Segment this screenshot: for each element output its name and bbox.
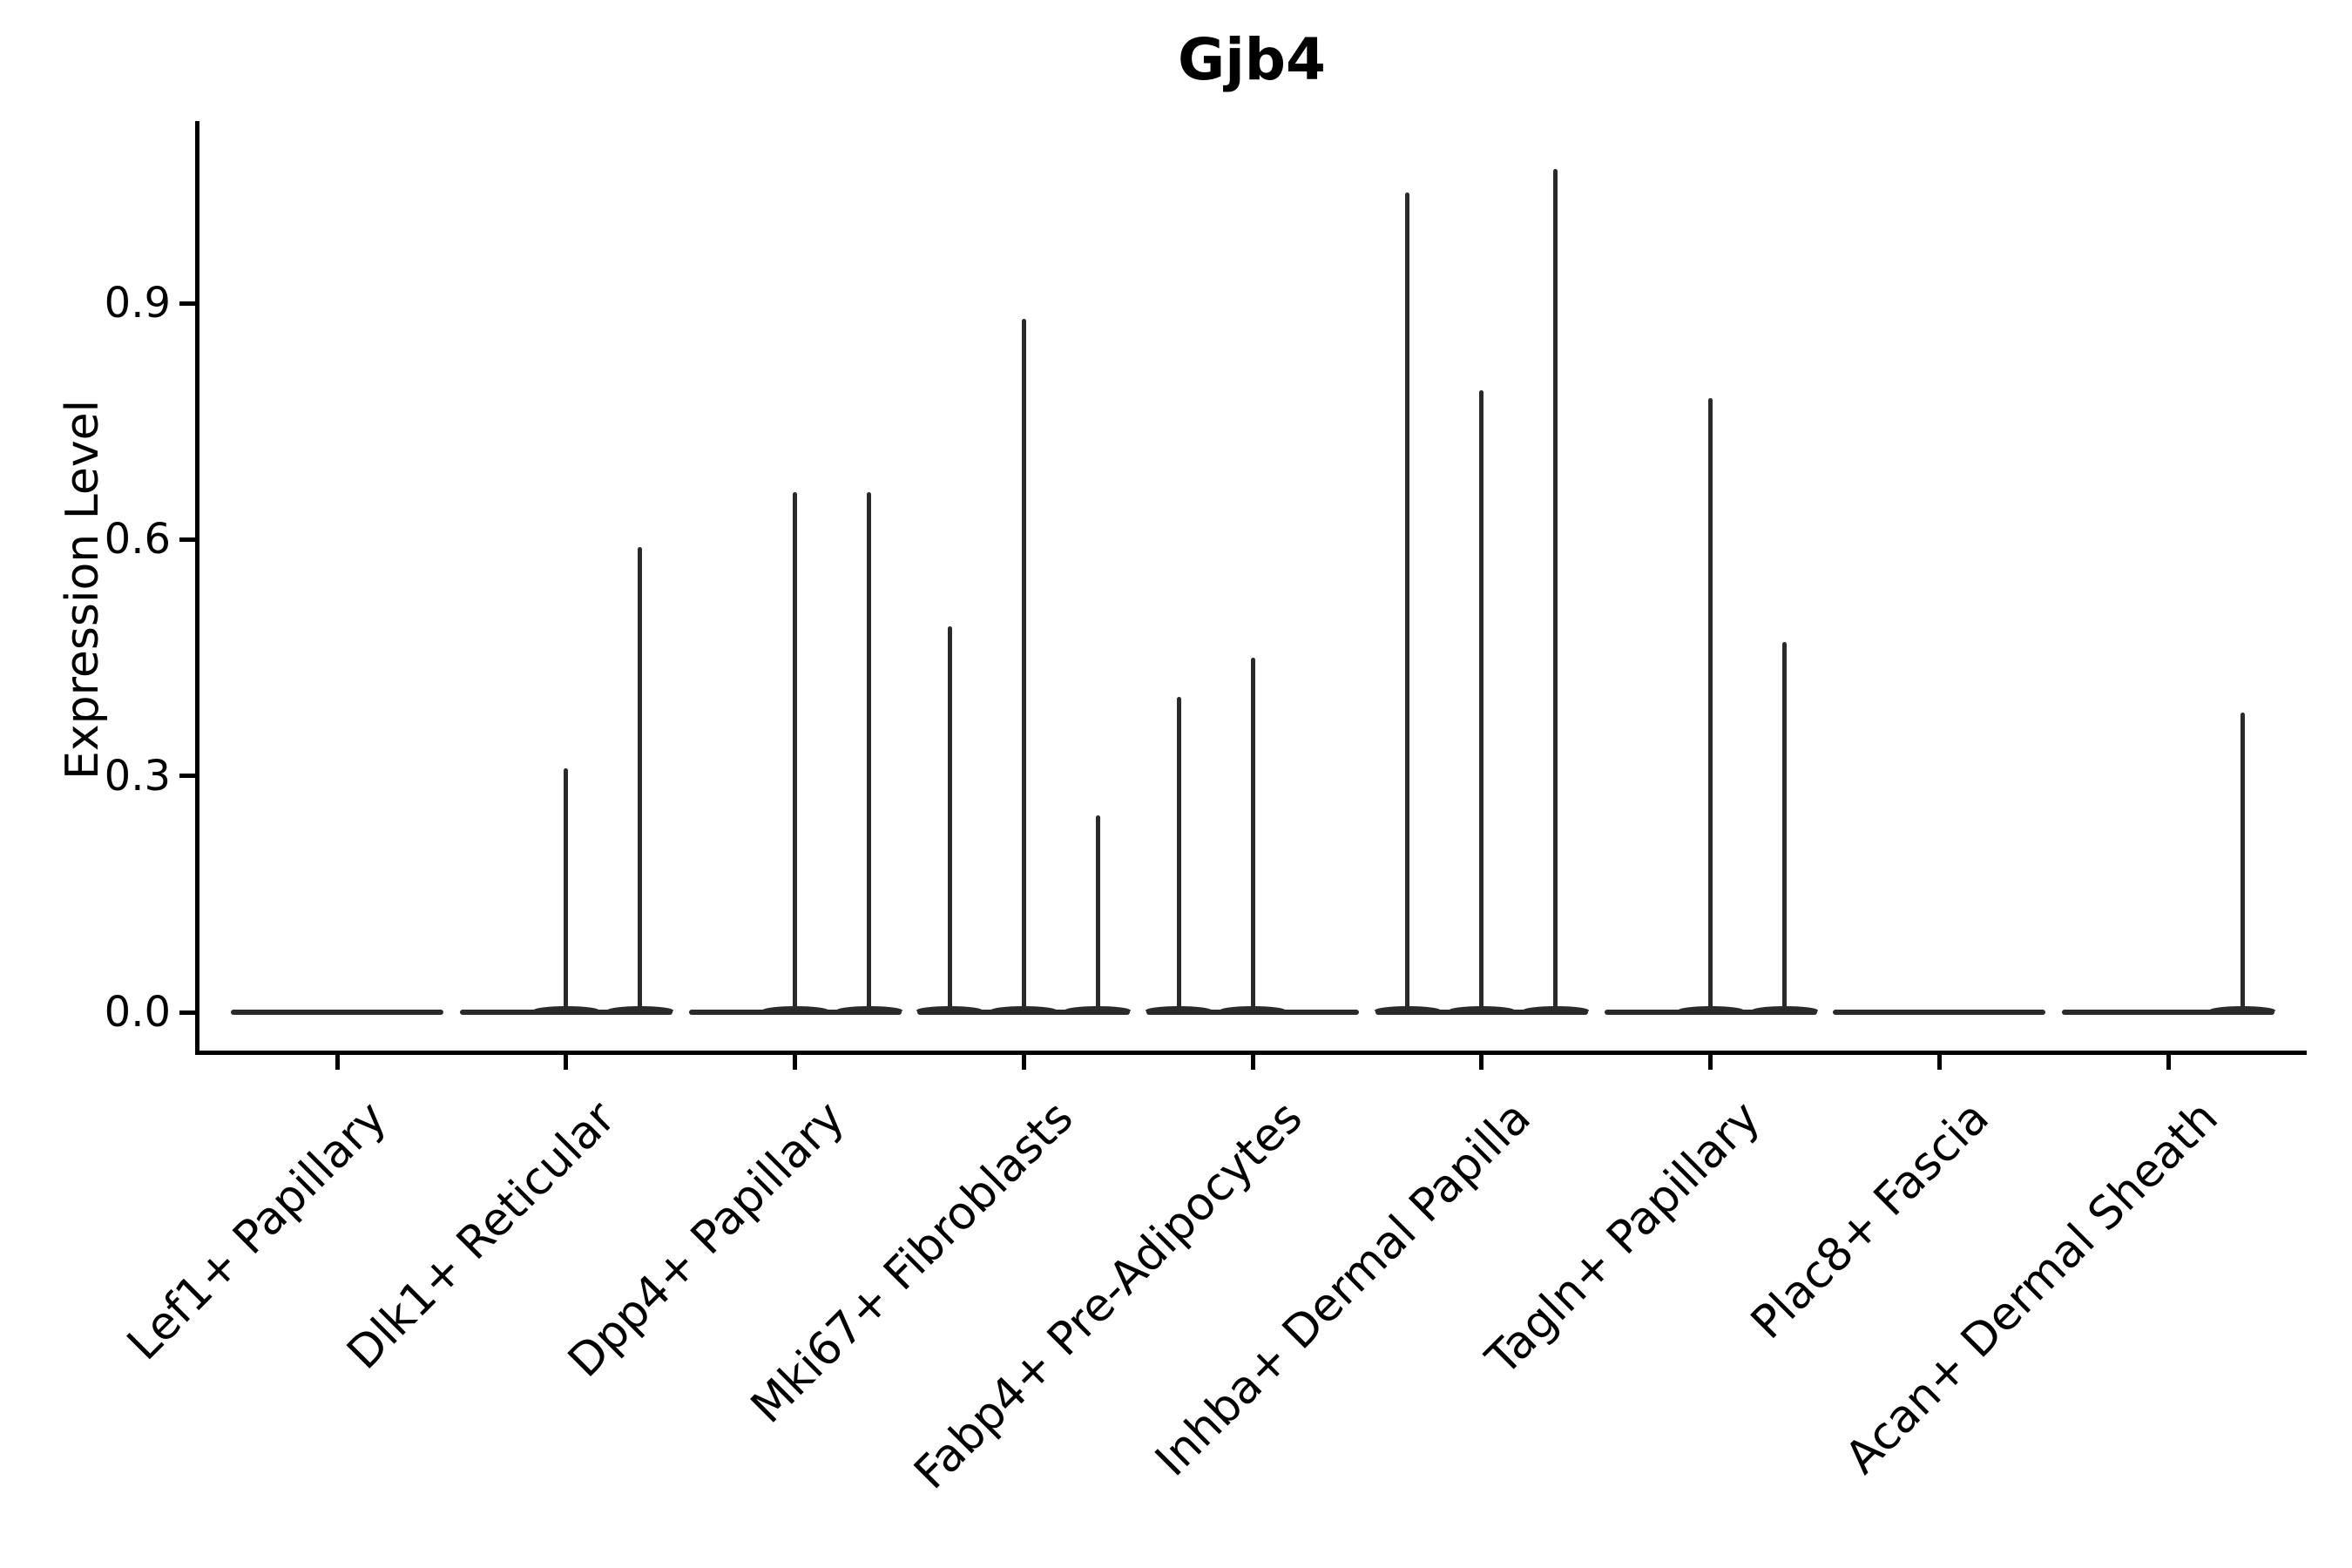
y-axis-line — [195, 121, 199, 1055]
violin-spike — [1553, 169, 1558, 1014]
violin-spike — [947, 625, 952, 1014]
x-axis-label: Plac8+ Fascia — [1740, 1092, 1999, 1349]
violin-spike — [1250, 658, 1255, 1014]
y-tick-mark — [179, 1010, 195, 1015]
violin-spike — [638, 547, 643, 1014]
violin-spike — [1095, 814, 1100, 1014]
violin-spike — [793, 492, 797, 1014]
x-tick-mark — [1936, 1053, 1942, 1070]
violin-spike — [564, 767, 569, 1014]
y-tick-label: 0.9 — [104, 279, 171, 328]
violin-spike — [867, 492, 871, 1014]
violin-baseline — [231, 1010, 443, 1015]
x-tick-mark — [793, 1053, 797, 1070]
violin-spike — [1479, 389, 1484, 1014]
x-tick-mark — [1250, 1053, 1255, 1070]
plot-title: Gjb4 — [1178, 26, 1326, 93]
x-axis-label: Inhba+ Dermal Papilla — [1146, 1092, 1542, 1487]
x-tick-mark — [2166, 1053, 2171, 1070]
x-axis-label: Acan+ Dermal Sheath — [1835, 1092, 2228, 1484]
y-tick-mark — [179, 774, 195, 779]
y-tick-mark — [179, 537, 195, 542]
x-tick-mark — [1021, 1053, 1026, 1070]
x-tick-mark — [1708, 1053, 1713, 1070]
violin-baseline — [1833, 1010, 2046, 1015]
x-tick-mark — [335, 1053, 340, 1070]
violin-spike — [1405, 193, 1410, 1014]
y-tick-label: 0.0 — [104, 988, 171, 1037]
x-tick-mark — [564, 1053, 569, 1070]
y-tick-label: 0.3 — [104, 751, 171, 801]
x-axis-label: Fabp4+ Pre-Adipocytes — [904, 1092, 1313, 1500]
x-tick-mark — [1479, 1053, 1484, 1070]
violin-spike — [2240, 713, 2245, 1014]
violin-baseline — [2062, 1010, 2274, 1015]
violin-spike — [1708, 397, 1713, 1014]
violin-spike — [1782, 641, 1787, 1014]
violin-spike — [1176, 697, 1181, 1014]
x-axis-line — [195, 1051, 2307, 1055]
violin-spike — [1021, 319, 1026, 1014]
y-tick-mark — [179, 301, 195, 306]
y-axis-title: Expression Level — [57, 399, 109, 781]
y-tick-label: 0.6 — [104, 515, 171, 564]
